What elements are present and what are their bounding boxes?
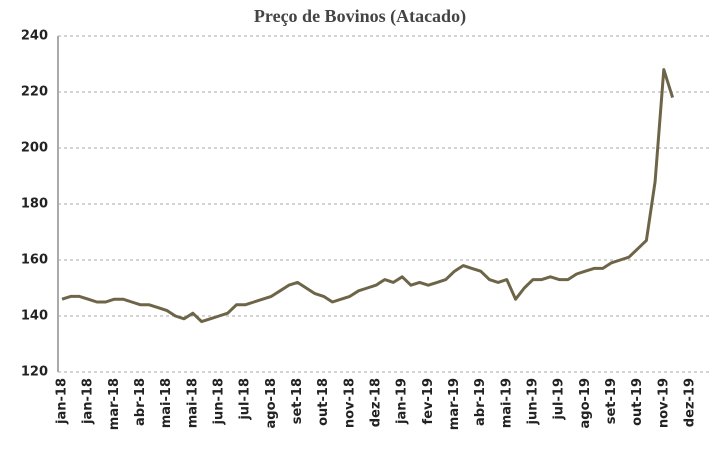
x-tick-label: nov-18 [342, 378, 357, 428]
x-tick-label: out-19 [630, 378, 645, 426]
y-tick-label: 160 [21, 253, 48, 268]
y-tick-label: 220 [21, 85, 48, 100]
x-tick-label: nov-19 [656, 378, 671, 428]
y-tick-label: 240 [21, 29, 48, 44]
x-tick-label: abr-19 [473, 378, 488, 426]
y-tick-label: 120 [21, 365, 48, 380]
x-tick-label: mar-18 [107, 378, 122, 430]
x-tick-label: jan-18 [55, 378, 70, 425]
x-tick-label: out-18 [316, 378, 331, 426]
x-tick-label: mar-19 [447, 378, 462, 430]
chart-title: Preço de Bovinos (Atacado) [254, 6, 466, 27]
y-tick-label: 140 [21, 309, 48, 324]
x-tick-label: jan-19 [395, 378, 410, 425]
x-tick-label: jun-19 [526, 378, 541, 425]
x-tick-label: jul-19 [552, 378, 567, 421]
x-tick-label: jul-18 [238, 378, 253, 421]
x-tick-label: dez-18 [369, 378, 384, 427]
x-tick-label: mai-18 [185, 378, 200, 428]
x-tick-label: fev-19 [421, 378, 436, 424]
x-tick-label: set-19 [604, 378, 619, 424]
price-line [61, 68, 675, 324]
x-tick-label: ago-18 [264, 378, 279, 429]
y-tick-label: 200 [21, 141, 48, 156]
x-tick-label: mai-18 [159, 378, 174, 428]
x-tick-label: jun-18 [212, 378, 227, 425]
x-tick-label: mai-19 [499, 378, 514, 428]
x-tick-label: set-18 [290, 378, 305, 424]
x-tick-label: dez-19 [683, 378, 698, 427]
x-tick-label: ago-19 [578, 378, 593, 429]
x-tick-label: abr-18 [133, 378, 148, 426]
x-tick-label: jan-18 [81, 378, 96, 425]
y-tick-label: 180 [21, 197, 48, 212]
